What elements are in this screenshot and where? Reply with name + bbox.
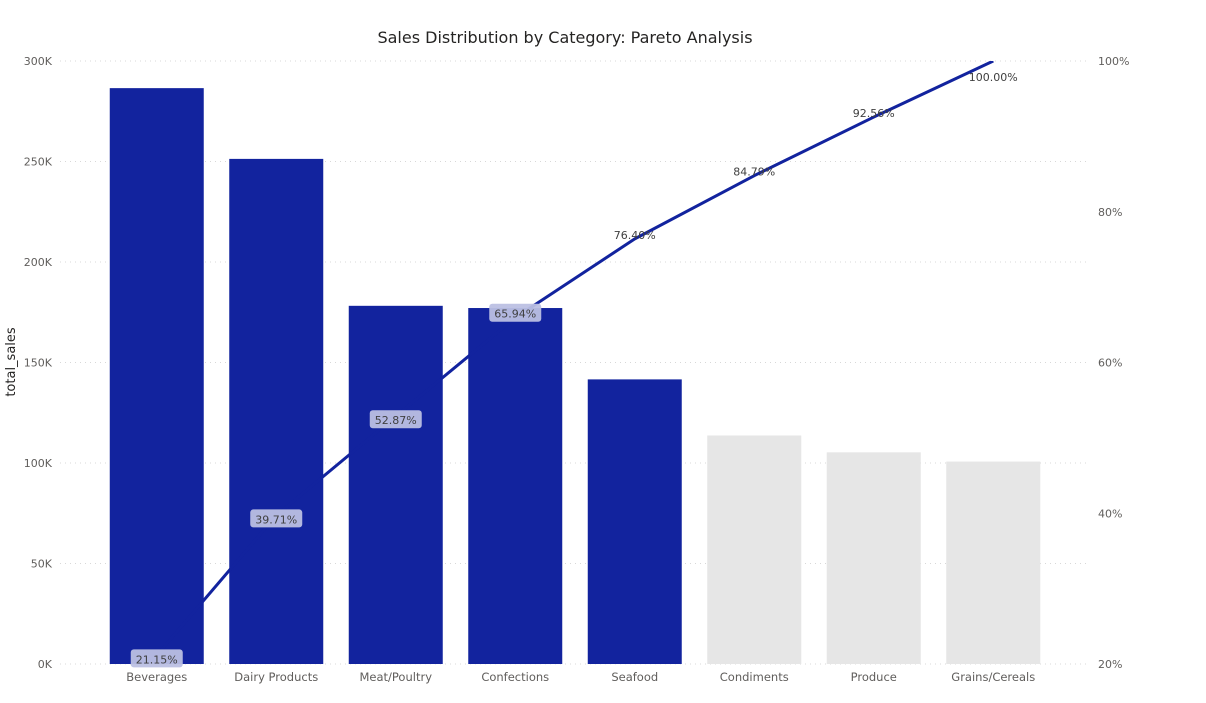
y-tick-label: 150K [24,357,53,370]
y-tick-label: 0K [38,658,53,671]
point-label: 21.15% [130,649,183,668]
point-label-text: 65.94% [494,308,536,321]
x-tick-label: Condiments [720,670,789,684]
bar[interactable] [707,435,802,664]
bar[interactable] [109,88,204,664]
x-tick-label: Meat/Poultry [359,670,432,684]
bar[interactable] [946,461,1041,664]
point-label: 39.71% [250,509,303,528]
y2-tick-label: 100% [1098,55,1129,68]
y-axis-title: total_sales [4,327,19,397]
point-label-text: 21.15% [136,653,178,666]
point-label-text: 52.87% [375,414,417,427]
point-label: 76.40% [614,229,656,242]
y-tick-label: 250K [24,156,53,169]
point-label: 100.00% [969,71,1018,84]
point-labels: 21.15% 39.71% 52.87% 65.94% 76.40% 84.79% 92.5… [130,71,1018,668]
x-tick-label: Confections [481,670,549,684]
point-label-text: 84.79% [733,166,775,179]
y-tick-label: 200K [24,256,53,269]
point-label: 92.56% [853,107,895,120]
point-label: 84.79% [733,166,775,179]
x-tick-label: Grains/Cereals [951,670,1035,684]
y2-tick-label: 40% [1098,507,1122,520]
y-tick-label: 100K [24,457,53,470]
bar[interactable] [468,308,563,664]
point-label: 52.87% [369,410,422,429]
gridlines [60,60,1090,665]
x-tick-label: Beverages [126,670,187,684]
x-tick-label: Dairy Products [234,670,318,684]
axes: 0K 50K 100K 150K 200K 250K 300K 20% 40% 60% 80% 100… [24,55,1130,684]
y2-tick-label: 80% [1098,206,1122,219]
bar[interactable] [229,158,324,664]
bar[interactable] [587,379,682,664]
x-tick-label: Produce [851,670,897,684]
point-label-text: 39.71% [255,513,297,526]
chart-title: Sales Distribution by Category: Pareto A… [377,28,752,47]
bar[interactable] [348,305,443,664]
y-tick-label: 300K [24,55,53,68]
y-tick-label: 50K [31,558,53,571]
bars [109,88,1041,664]
point-label-text: 76.40% [614,229,656,242]
point-label-text: 92.56% [853,107,895,120]
bar[interactable] [826,452,921,664]
point-label-bg [489,303,542,322]
point-label-text: 100.00% [969,71,1018,84]
point-label-bg [130,649,183,668]
x-tick-label: Seafood [611,670,658,684]
point-label: 65.94% [489,303,542,322]
y2-tick-label: 60% [1098,357,1122,370]
point-label-bg [250,509,303,528]
point-label-bg [369,410,422,429]
y2-tick-label: 20% [1098,658,1122,671]
